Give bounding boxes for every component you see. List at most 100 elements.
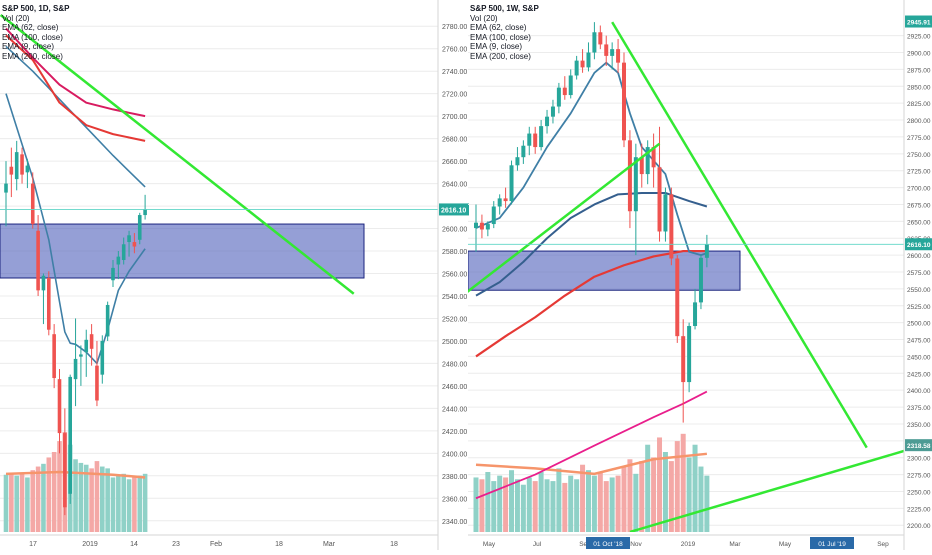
daily-candle-body: [137, 215, 142, 240]
daily-price-tick: 2460.00: [442, 384, 467, 391]
daily-trendlines: [0, 14, 355, 295]
daily-price-tick: 2420.00: [442, 429, 467, 436]
weekly-volume-bar: [615, 475, 621, 532]
daily-candle-body: [36, 230, 40, 291]
daily-price-tick: 2340.00: [442, 519, 467, 526]
daily-time-tick: Mar: [323, 541, 336, 548]
daily-candle-body: [121, 244, 126, 261]
weekly-price-tick: 2575.00: [907, 270, 931, 277]
weekly-price-tick: 2800.00: [907, 118, 931, 125]
daily-volume-bar: [89, 468, 94, 532]
weekly-time-axis: May Jul Sep 01 Oct '18 Nov 2019 Mar May 01 Jul '…: [468, 534, 904, 549]
daily-volume-bar: [46, 457, 52, 532]
weekly-price-tick: 2700.00: [907, 186, 931, 193]
daily-current-price-badge: [439, 203, 469, 216]
daily-volume-bar: [30, 470, 36, 532]
weekly-candle-body: [693, 302, 698, 327]
weekly-candle-body: [580, 60, 585, 68]
weekly-high-label: 2945.91: [907, 20, 931, 27]
daily-price-tick: 2700.00: [442, 114, 467, 121]
weekly-candle-body: [675, 258, 680, 337]
weekly-volume-bar: [520, 484, 526, 532]
daily-candle-body: [95, 365, 99, 401]
weekly-volume-bar: [651, 457, 657, 532]
daily-price-tick: 2560.00: [442, 272, 467, 279]
weekly-candle-body: [592, 32, 597, 53]
weekly-panel: [468, 21, 904, 532]
weekly-current-price-badge: [905, 238, 932, 251]
daily-volume-bar: [126, 479, 132, 532]
weekly-volume-bar: [627, 459, 633, 532]
weekly-candle-body: [550, 106, 555, 117]
weekly-time-tick: Sep: [877, 541, 889, 548]
weekly-volume-bar: [497, 475, 503, 532]
weekly-volume-bar: [698, 466, 704, 532]
weekly-candle-body: [539, 126, 544, 148]
daily-time-tick: 2019: [82, 541, 98, 548]
weekly-candle-body: [485, 224, 490, 230]
weekly-candle-body: [533, 133, 538, 148]
daily-candle-body: [57, 379, 62, 434]
daily-candle-body: [116, 256, 121, 265]
weekly-candle-body: [604, 44, 609, 56]
daily-volume-bar: [73, 459, 78, 532]
daily-candle-body: [84, 339, 89, 353]
weekly-volume-bar: [662, 452, 668, 532]
daily-volume-bar: [19, 473, 25, 532]
daily-volume-bar: [94, 461, 100, 532]
daily-price-tick: 2500.00: [442, 339, 467, 346]
daily-price-tick: 2380.00: [442, 474, 467, 481]
daily-volume-ema: [5, 470, 146, 479]
daily-candle-body: [132, 242, 137, 247]
weekly-trendline: [468, 142, 661, 293]
weekly-high-badge: [905, 15, 932, 28]
weekly-candle-body: [657, 167, 662, 232]
daily-price-tick: 2580.00: [442, 249, 467, 256]
weekly-candle-body: [562, 87, 567, 96]
daily-volume-bar: [132, 477, 137, 532]
daily-candle-body: [143, 209, 147, 216]
weekly-price-tick: 2475.00: [907, 338, 931, 345]
daily-volume-bar: [78, 462, 84, 532]
weekly-volume-bar: [704, 475, 710, 532]
daily-candles: [4, 140, 147, 516]
daily-zone-group: [0, 223, 365, 279]
weekly-price-tick: 2600.00: [907, 253, 931, 260]
weekly-price-tick: 2825.00: [907, 101, 931, 108]
weekly-volume-bar: [603, 481, 609, 532]
daily-trendline: [0, 14, 355, 295]
daily-price-tick: 2520.00: [442, 316, 467, 323]
daily-volume-bar: [100, 466, 105, 532]
weekly-time-badge: [586, 537, 630, 549]
weekly-candle-body: [586, 52, 591, 68]
daily-volume-bar: [14, 475, 19, 532]
weekly-volume-bar: [580, 464, 586, 532]
weekly-volume-bar: [532, 481, 538, 532]
daily-price-tick: 2660.00: [442, 159, 467, 166]
weekly-price-tick: 2200.00: [907, 523, 931, 530]
weekly-candle-body: [556, 87, 561, 107]
daily-price-tick: 2600.00: [442, 227, 467, 234]
weekly-current-price-label: 2616.10: [907, 242, 931, 249]
weekly-time-tick: Nov: [630, 541, 642, 548]
daily-volume-bar: [41, 463, 46, 532]
daily-candle-body: [14, 152, 19, 180]
weekly-candle-body: [651, 147, 656, 168]
weekly-time-tick: Sep: [579, 541, 591, 548]
daily-candle-body: [4, 183, 8, 193]
weekly-candle-body: [627, 140, 632, 212]
weekly-time-tick: May: [483, 541, 496, 548]
daily-volume-bar: [105, 468, 110, 532]
weekly-candle-body: [610, 49, 615, 56]
daily-price-tick: 2680.00: [442, 137, 467, 144]
daily-candle-body: [111, 267, 115, 281]
daily-price-tick: 2400.00: [442, 451, 467, 458]
weekly-price-tick: 2300.00: [907, 456, 931, 463]
daily-volume-bar: [9, 472, 14, 532]
weekly-price-tick: 2250.00: [907, 489, 931, 496]
weekly-price-tick: 2225.00: [907, 506, 931, 513]
daily-price-tick: 2780.00: [442, 24, 467, 31]
weekly-volume-bar: [639, 461, 645, 532]
